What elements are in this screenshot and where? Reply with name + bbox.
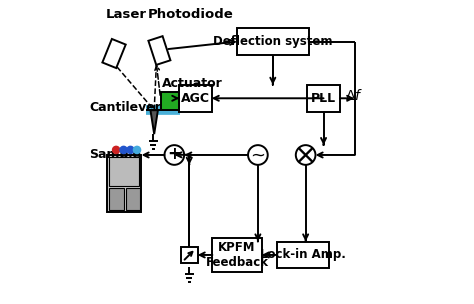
- Text: AGC: AGC: [181, 92, 210, 105]
- Circle shape: [296, 145, 316, 165]
- Bar: [179, 85, 211, 112]
- Polygon shape: [148, 36, 171, 65]
- Text: Deflection system: Deflection system: [213, 35, 333, 48]
- Text: KPFM
Feedback: KPFM Feedback: [206, 241, 268, 269]
- Circle shape: [248, 145, 268, 165]
- Text: $\Delta f$: $\Delta f$: [345, 88, 363, 103]
- Text: Sample: Sample: [89, 148, 141, 161]
- Text: ~: ~: [250, 147, 265, 164]
- Bar: [276, 242, 329, 268]
- Bar: [126, 188, 140, 210]
- Text: PLL: PLL: [311, 92, 336, 105]
- Text: Photodiode: Photodiode: [147, 8, 233, 21]
- Bar: [161, 92, 179, 110]
- Polygon shape: [150, 110, 158, 134]
- Bar: [107, 155, 142, 212]
- Bar: [109, 188, 124, 210]
- Bar: [212, 238, 262, 272]
- Circle shape: [134, 146, 141, 154]
- Text: Laser: Laser: [106, 8, 146, 21]
- Text: +: +: [167, 145, 181, 163]
- Bar: [307, 85, 340, 112]
- Text: Actuator: Actuator: [162, 77, 222, 90]
- Circle shape: [120, 146, 127, 154]
- Circle shape: [164, 145, 184, 165]
- Circle shape: [127, 146, 134, 154]
- Polygon shape: [102, 39, 126, 68]
- Bar: [109, 157, 139, 186]
- Text: Lock-in Amp.: Lock-in Amp.: [260, 248, 346, 261]
- Circle shape: [112, 146, 120, 154]
- Text: Cantilever: Cantilever: [89, 101, 161, 114]
- Bar: [181, 247, 198, 263]
- Bar: [237, 28, 309, 55]
